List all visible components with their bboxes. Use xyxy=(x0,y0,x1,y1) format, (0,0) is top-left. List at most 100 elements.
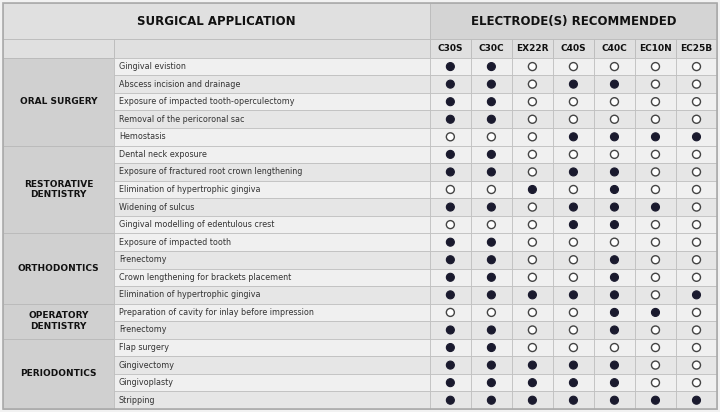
Bar xyxy=(114,356,430,374)
Bar xyxy=(635,198,676,216)
Bar xyxy=(512,58,553,75)
Bar xyxy=(635,128,676,145)
Bar xyxy=(635,374,676,391)
Circle shape xyxy=(528,150,536,158)
Bar xyxy=(430,198,471,216)
Bar xyxy=(3,39,114,58)
Circle shape xyxy=(528,168,536,176)
Circle shape xyxy=(570,361,577,369)
Circle shape xyxy=(570,220,577,229)
Bar xyxy=(553,216,594,234)
Circle shape xyxy=(570,344,577,351)
Bar xyxy=(3,339,114,409)
Circle shape xyxy=(611,133,618,141)
Bar xyxy=(471,145,512,163)
Bar xyxy=(114,216,430,234)
Bar xyxy=(471,251,512,269)
Circle shape xyxy=(487,185,495,194)
Circle shape xyxy=(570,203,577,211)
Circle shape xyxy=(446,361,454,369)
Circle shape xyxy=(611,326,618,334)
Bar xyxy=(114,39,430,58)
Circle shape xyxy=(693,80,701,88)
Bar xyxy=(635,234,676,251)
Circle shape xyxy=(611,238,618,246)
Text: EX22R: EX22R xyxy=(516,44,549,53)
Bar xyxy=(635,304,676,321)
Bar xyxy=(430,145,471,163)
Bar xyxy=(471,58,512,75)
Circle shape xyxy=(652,344,660,351)
Bar xyxy=(114,93,430,110)
Circle shape xyxy=(487,133,495,141)
Circle shape xyxy=(570,133,577,141)
Bar xyxy=(553,286,594,304)
Circle shape xyxy=(487,361,495,369)
Circle shape xyxy=(693,344,701,351)
Bar xyxy=(635,181,676,198)
Circle shape xyxy=(528,63,536,70)
Circle shape xyxy=(570,291,577,299)
Circle shape xyxy=(487,256,495,264)
Bar xyxy=(676,269,717,286)
Circle shape xyxy=(446,309,454,316)
Circle shape xyxy=(611,203,618,211)
Circle shape xyxy=(446,150,454,158)
Bar xyxy=(114,339,430,356)
Bar xyxy=(512,234,553,251)
Bar xyxy=(676,356,717,374)
Bar xyxy=(594,339,635,356)
Circle shape xyxy=(652,256,660,264)
Text: Flap surgery: Flap surgery xyxy=(119,343,168,352)
Circle shape xyxy=(652,396,660,404)
Bar xyxy=(471,339,512,356)
Circle shape xyxy=(528,238,536,246)
Text: Stripping: Stripping xyxy=(119,396,156,405)
Circle shape xyxy=(528,203,536,211)
Circle shape xyxy=(528,396,536,404)
Bar xyxy=(512,269,553,286)
Bar xyxy=(430,234,471,251)
Bar xyxy=(635,145,676,163)
Bar xyxy=(676,163,717,181)
Bar xyxy=(553,251,594,269)
Circle shape xyxy=(693,238,701,246)
Circle shape xyxy=(446,220,454,229)
Circle shape xyxy=(693,361,701,369)
Bar xyxy=(430,374,471,391)
Bar xyxy=(512,181,553,198)
Bar xyxy=(594,251,635,269)
Bar xyxy=(553,234,594,251)
Text: C40S: C40S xyxy=(561,44,586,53)
Bar xyxy=(471,304,512,321)
Circle shape xyxy=(652,291,660,299)
Circle shape xyxy=(487,344,495,351)
Bar xyxy=(512,128,553,145)
Bar xyxy=(594,58,635,75)
Bar xyxy=(676,75,717,93)
Bar xyxy=(114,198,430,216)
Bar xyxy=(114,75,430,93)
Bar xyxy=(676,145,717,163)
Circle shape xyxy=(446,238,454,246)
Bar xyxy=(512,339,553,356)
Bar xyxy=(594,216,635,234)
Circle shape xyxy=(528,256,536,264)
Text: Removal of the pericoronal sac: Removal of the pericoronal sac xyxy=(119,115,244,124)
Bar xyxy=(114,163,430,181)
Bar xyxy=(676,234,717,251)
Circle shape xyxy=(528,185,536,194)
Circle shape xyxy=(487,203,495,211)
Circle shape xyxy=(611,291,618,299)
Circle shape xyxy=(446,344,454,351)
Bar xyxy=(114,286,430,304)
Bar xyxy=(553,93,594,110)
Bar xyxy=(553,75,594,93)
Circle shape xyxy=(487,238,495,246)
Bar xyxy=(114,128,430,145)
Bar xyxy=(471,269,512,286)
Bar xyxy=(114,321,430,339)
Bar xyxy=(471,110,512,128)
Text: ORTHODONTICS: ORTHODONTICS xyxy=(17,264,99,273)
Circle shape xyxy=(611,168,618,176)
